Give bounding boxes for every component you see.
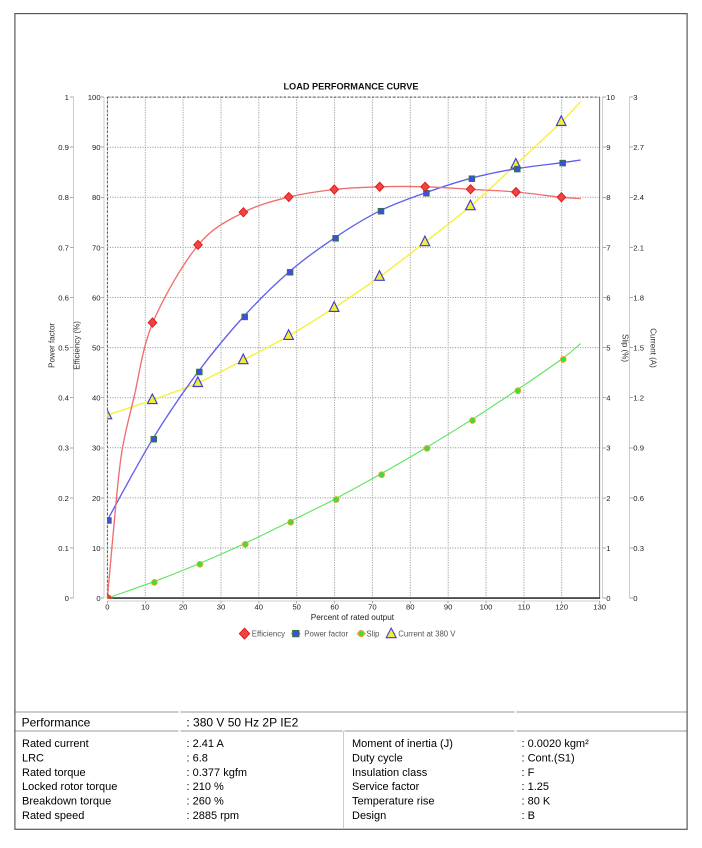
svg-text:Rated torque: Rated torque (22, 767, 86, 779)
svg-text:90: 90 (92, 143, 101, 152)
svg-text:80: 80 (92, 193, 101, 202)
svg-text:90: 90 (444, 603, 453, 612)
svg-text:20: 20 (179, 603, 188, 612)
svg-text:Temperature rise: Temperature rise (352, 796, 435, 808)
svg-text:: 2885 rpm: : 2885 rpm (187, 810, 240, 822)
svg-text:Rated current: Rated current (22, 738, 89, 750)
svg-text:Power factor: Power factor (48, 323, 57, 368)
svg-text:0.9: 0.9 (633, 444, 644, 453)
svg-text:10: 10 (92, 544, 101, 553)
svg-text:Power factor: Power factor (304, 629, 348, 638)
svg-text:1.8: 1.8 (633, 293, 644, 302)
svg-text:30: 30 (92, 444, 101, 453)
svg-text:130: 130 (593, 603, 606, 612)
svg-text:9: 9 (606, 143, 610, 152)
svg-text:10: 10 (141, 603, 150, 612)
svg-text:: F: : F (522, 767, 535, 779)
svg-text:Current (A): Current (A) (649, 328, 658, 368)
svg-text:2.1: 2.1 (633, 243, 644, 252)
svg-text:1: 1 (65, 93, 69, 102)
svg-text:40: 40 (92, 394, 101, 403)
svg-text:Service factor: Service factor (352, 781, 420, 793)
svg-text:4: 4 (606, 394, 611, 403)
svg-text:0.3: 0.3 (58, 444, 69, 453)
svg-text:: 2.41 A: : 2.41 A (187, 738, 225, 750)
svg-text:: 80 K: : 80 K (522, 796, 551, 808)
svg-text:8: 8 (606, 193, 610, 202)
svg-text:: 260 %: : 260 % (187, 796, 225, 808)
svg-text:100: 100 (88, 93, 101, 102)
svg-text:60: 60 (92, 293, 101, 302)
svg-text:40: 40 (255, 603, 264, 612)
svg-text:30: 30 (217, 603, 226, 612)
svg-text:Percent of rated output: Percent of rated output (311, 613, 395, 622)
svg-text:Breakdown torque: Breakdown torque (22, 796, 111, 808)
svg-text:0.7: 0.7 (58, 243, 69, 252)
svg-text:: Cont.(S1): : Cont.(S1) (522, 753, 575, 765)
svg-text:Locked rotor torque: Locked rotor torque (22, 781, 117, 793)
svg-text:2.4: 2.4 (633, 193, 644, 202)
svg-text:6: 6 (606, 293, 610, 302)
svg-text:: B: : B (522, 810, 535, 822)
svg-text:: 1.25: : 1.25 (522, 781, 550, 793)
svg-text:Insulation class: Insulation class (352, 767, 428, 779)
svg-text:0: 0 (606, 594, 610, 603)
svg-text:1: 1 (606, 544, 610, 553)
svg-text:0.1: 0.1 (58, 544, 69, 553)
svg-text:110: 110 (518, 603, 530, 612)
svg-text:100: 100 (480, 603, 493, 612)
svg-text:Performance: Performance (22, 716, 91, 730)
svg-text:: 380 V 50 Hz 2P IE2: : 380 V 50 Hz 2P IE2 (186, 716, 298, 730)
svg-text:1.5: 1.5 (633, 344, 644, 353)
svg-text:0: 0 (105, 603, 109, 612)
svg-text:Efficiency: Efficiency (252, 629, 285, 638)
svg-text:Efficiency (%): Efficiency (%) (72, 321, 81, 370)
svg-text:50: 50 (92, 344, 101, 353)
svg-text:Rated speed: Rated speed (22, 810, 84, 822)
svg-text:0: 0 (96, 594, 100, 603)
svg-text:3: 3 (633, 93, 637, 102)
svg-text:LOAD PERFORMANCE CURVE: LOAD PERFORMANCE CURVE (283, 81, 418, 91)
svg-text:0.9: 0.9 (58, 143, 69, 152)
svg-text:Current at 380 V: Current at 380 V (398, 629, 456, 638)
svg-text:20: 20 (92, 494, 101, 503)
svg-text:7: 7 (606, 243, 610, 252)
svg-text:0.3: 0.3 (633, 544, 644, 553)
svg-text:LRC: LRC (22, 753, 44, 765)
svg-text:Duty cycle: Duty cycle (352, 753, 403, 765)
svg-text:Design: Design (352, 810, 386, 822)
svg-text:60: 60 (330, 603, 339, 612)
svg-text:: 210 %: : 210 % (187, 781, 225, 793)
svg-text:2: 2 (606, 494, 610, 503)
svg-text:1.2: 1.2 (633, 394, 644, 403)
svg-text:0.2: 0.2 (58, 494, 69, 503)
svg-text:120: 120 (555, 603, 568, 612)
svg-text:2.7: 2.7 (633, 143, 644, 152)
svg-text:Moment of inertia (J): Moment of inertia (J) (352, 738, 453, 750)
svg-text:: 0.0020 kgm²: : 0.0020 kgm² (522, 738, 590, 750)
svg-text:Slip: Slip (366, 629, 380, 638)
svg-text:5: 5 (606, 344, 610, 353)
svg-text:0.4: 0.4 (58, 394, 69, 403)
svg-text:3: 3 (606, 444, 610, 453)
svg-text:0.8: 0.8 (58, 193, 69, 202)
svg-text:0: 0 (65, 594, 69, 603)
svg-text:: 0.377 kgfm: : 0.377 kgfm (187, 767, 248, 779)
svg-text:0.5: 0.5 (58, 344, 69, 353)
svg-text:80: 80 (406, 603, 415, 612)
svg-text:70: 70 (92, 243, 101, 252)
svg-text:0.6: 0.6 (58, 293, 69, 302)
svg-text:10: 10 (606, 93, 615, 102)
svg-text:70: 70 (368, 603, 377, 612)
svg-text:0.6: 0.6 (633, 494, 644, 503)
svg-text:50: 50 (292, 603, 301, 612)
svg-text:Slip (%): Slip (%) (621, 334, 630, 362)
svg-text:0: 0 (633, 594, 637, 603)
svg-text:: 6.8: : 6.8 (187, 753, 208, 765)
